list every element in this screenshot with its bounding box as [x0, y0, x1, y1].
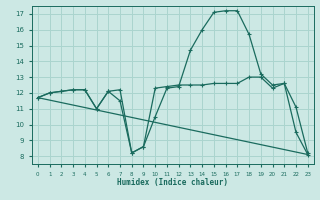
X-axis label: Humidex (Indice chaleur): Humidex (Indice chaleur): [117, 178, 228, 187]
